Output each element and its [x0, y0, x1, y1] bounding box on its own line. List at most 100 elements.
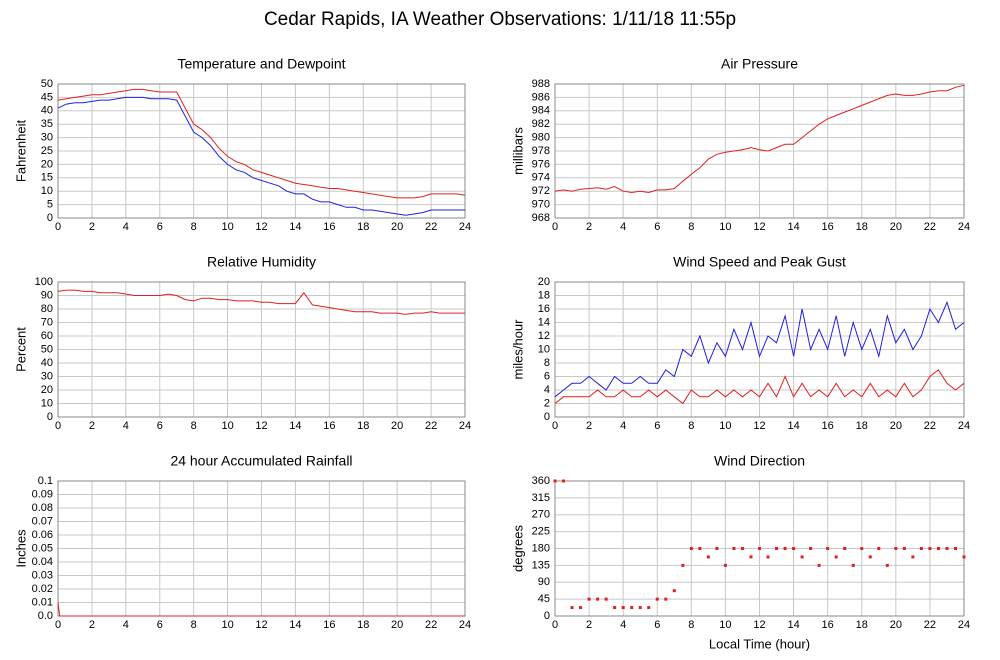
x-tick-label: 12: [753, 221, 765, 233]
data-point: [621, 606, 625, 610]
x-tick-label: 10: [221, 221, 233, 233]
y-tick-label: 20: [538, 276, 550, 288]
data-point: [681, 563, 685, 567]
y-tick-label: 0: [47, 212, 53, 224]
y-tick-label: 315: [532, 492, 550, 504]
x-tick-label: 14: [289, 420, 301, 432]
y-tick-label: 976: [532, 158, 550, 170]
x-tick-label: 18: [357, 420, 369, 432]
y-tick-label: 25: [41, 145, 53, 157]
x-tick-label: 12: [753, 420, 765, 432]
x-tick-label: 22: [924, 420, 936, 432]
x-tick-label: 16: [822, 619, 834, 631]
data-point: [664, 597, 668, 601]
y-tick-label: 30: [41, 370, 53, 382]
x-tick-label: 14: [787, 221, 799, 233]
x-tick-label: 6: [654, 420, 660, 432]
x-tick-label: 2: [586, 221, 592, 233]
data-point: [587, 597, 591, 601]
y-tick-label: 360: [532, 475, 550, 487]
y-tick-label: 2: [544, 397, 550, 409]
x-tick-label: 0: [55, 619, 61, 631]
x-tick-label: 10: [221, 619, 233, 631]
y-tick-label: 968: [532, 212, 550, 224]
x-tick-label: 22: [425, 221, 437, 233]
data-point: [843, 547, 847, 550]
x-tick-label: 12: [255, 221, 267, 233]
y-tick-label: 80: [41, 303, 53, 315]
data-point: [596, 597, 600, 601]
data-point: [715, 547, 719, 550]
data-point: [758, 547, 761, 550]
x-tick-label: 14: [289, 221, 301, 233]
x-tick-label: 10: [719, 619, 731, 631]
data-point: [902, 547, 906, 550]
data-point: [826, 547, 830, 550]
panel-title: Wind Speed and Peak Gust: [673, 254, 846, 270]
x-tick-label: 4: [620, 221, 626, 233]
y-tick-label: 18: [538, 289, 550, 301]
x-tick-label: 10: [719, 420, 731, 432]
y-tick-label: 0.1: [38, 475, 53, 487]
y-tick-label: 980: [532, 132, 550, 144]
y-tick-label: 50: [41, 343, 53, 355]
data-point: [928, 547, 932, 550]
y-tick-label: 0.01: [32, 596, 53, 608]
y-tick-label: 988: [532, 78, 550, 90]
x-tick-label: 6: [654, 221, 660, 233]
x-tick-label: 16: [323, 221, 335, 233]
data-point: [800, 555, 804, 559]
x-tick-label: 0: [55, 420, 61, 432]
x-tick-label: 8: [688, 619, 694, 631]
data-point: [953, 547, 957, 550]
data-point: [894, 547, 898, 550]
x-tick-label: 4: [620, 619, 626, 631]
x-tick-label: 18: [856, 420, 868, 432]
y-tick-label: 8: [544, 357, 550, 369]
data-point: [911, 555, 915, 559]
plot-frame: [554, 480, 965, 617]
data-point: [647, 606, 651, 610]
x-tick-label: 18: [357, 221, 369, 233]
data-line: [554, 84, 965, 194]
x-tick-label: 10: [719, 221, 731, 233]
x-tick-label: 0: [55, 221, 61, 233]
plot-frame: [57, 281, 466, 418]
y-tick-label: 90: [538, 576, 550, 588]
panel-title: Wind Direction: [714, 453, 805, 469]
y-axis-label: Percent: [13, 327, 28, 372]
data-point: [613, 606, 617, 610]
x-axis-label: Local Time (hour): [709, 636, 810, 651]
y-tick-label: 974: [532, 172, 550, 184]
plot-frame: [554, 281, 965, 418]
x-tick-label: 8: [191, 420, 197, 432]
x-tick-label: 22: [425, 420, 437, 432]
y-tick-label: 0: [544, 411, 550, 423]
data-point: [809, 547, 813, 550]
data-line: [57, 602, 465, 617]
data-point: [792, 547, 796, 550]
y-tick-label: 0.08: [32, 502, 53, 514]
x-tick-label: 20: [890, 420, 902, 432]
data-point: [604, 597, 608, 601]
data-point: [638, 606, 642, 610]
y-tick-label: 0.09: [32, 488, 53, 500]
y-tick-label: 40: [41, 105, 53, 117]
data-point: [706, 555, 710, 559]
x-tick-label: 0: [552, 221, 558, 233]
data-point: [723, 563, 727, 567]
panel-title: Relative Humidity: [207, 254, 316, 270]
y-tick-label: 180: [532, 542, 550, 554]
x-tick-label: 2: [89, 420, 95, 432]
y-tick-label: 6: [544, 370, 550, 382]
x-tick-label: 12: [255, 619, 267, 631]
x-tick-label: 20: [391, 619, 403, 631]
y-tick-label: 45: [41, 91, 53, 103]
data-point: [885, 563, 889, 567]
y-tick-label: 45: [538, 593, 550, 605]
plot-frame: [57, 83, 466, 219]
y-axis-label: miles/hour: [510, 319, 525, 380]
x-tick-label: 22: [425, 619, 437, 631]
y-tick-label: 60: [41, 330, 53, 342]
x-tick-label: 10: [221, 420, 233, 432]
